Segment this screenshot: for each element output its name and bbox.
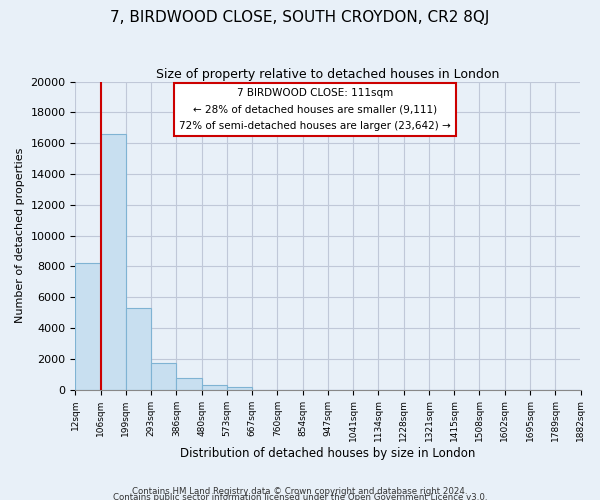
Bar (76, 264, 101, 390)
Text: Contains HM Land Registry data © Crown copyright and database right 2024.: Contains HM Land Registry data © Crown c… (132, 486, 468, 496)
Bar (227, 386, 252, 390)
Bar (202, 386, 227, 390)
Text: 7, BIRDWOOD CLOSE, SOUTH CROYDON, CR2 8QJ: 7, BIRDWOOD CLOSE, SOUTH CROYDON, CR2 8Q… (110, 10, 490, 25)
Bar (101, 134, 126, 390)
Bar (176, 378, 202, 390)
Text: Contains public sector information licensed under the Open Government Licence v3: Contains public sector information licen… (113, 492, 487, 500)
Bar (126, 308, 151, 390)
Title: Size of property relative to detached houses in London: Size of property relative to detached ho… (156, 68, 500, 80)
X-axis label: Distribution of detached houses by size in London: Distribution of detached houses by size … (180, 447, 476, 460)
Y-axis label: Number of detached properties: Number of detached properties (15, 148, 25, 324)
Bar (151, 362, 176, 390)
Text: 7 BIRDWOOD CLOSE: 111sqm
← 28% of detached houses are smaller (9,111)
72% of sem: 7 BIRDWOOD CLOSE: 111sqm ← 28% of detach… (179, 88, 451, 130)
